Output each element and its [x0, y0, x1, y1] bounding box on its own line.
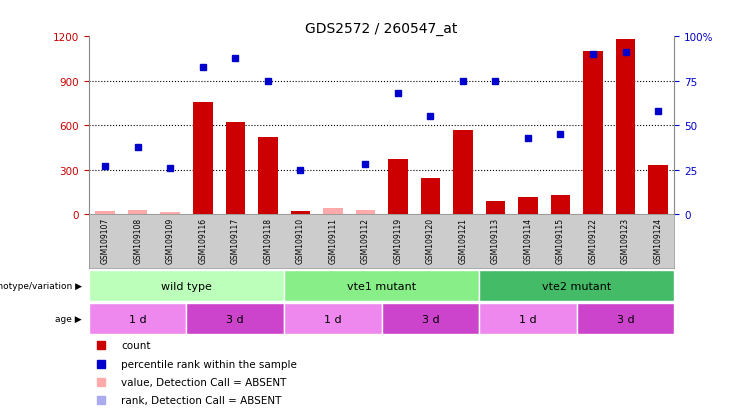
Text: GSM109122: GSM109122	[588, 217, 597, 263]
Bar	[382, 304, 479, 335]
Bar	[479, 304, 576, 335]
Bar	[583, 52, 602, 215]
Bar	[551, 195, 571, 215]
Text: GSM109121: GSM109121	[459, 217, 468, 263]
Bar	[258, 138, 278, 215]
Text: GSM109114: GSM109114	[523, 217, 533, 263]
Text: 3 d: 3 d	[617, 314, 634, 324]
Bar	[453, 131, 473, 215]
Bar	[284, 304, 382, 335]
Text: 1 d: 1 d	[519, 314, 536, 324]
Text: GSM109111: GSM109111	[328, 217, 337, 263]
Bar	[89, 271, 284, 301]
Text: GSM109112: GSM109112	[361, 217, 370, 263]
Text: 3 d: 3 d	[422, 314, 439, 324]
Bar	[225, 123, 245, 215]
Bar	[89, 304, 187, 335]
Bar	[421, 178, 440, 215]
Text: percentile rank within the sample: percentile rank within the sample	[121, 359, 297, 369]
Bar	[388, 160, 408, 215]
Bar	[323, 209, 342, 215]
Bar	[96, 212, 115, 215]
Bar	[479, 271, 674, 301]
Bar	[284, 271, 479, 301]
Text: GSM109109: GSM109109	[166, 217, 175, 263]
Text: GSM109113: GSM109113	[491, 217, 500, 263]
Text: GSM109123: GSM109123	[621, 217, 630, 263]
Bar	[356, 210, 375, 215]
Text: vte1 mutant: vte1 mutant	[347, 281, 416, 291]
Text: GSM109108: GSM109108	[133, 217, 142, 263]
Text: 1 d: 1 d	[324, 314, 342, 324]
Text: vte2 mutant: vte2 mutant	[542, 281, 611, 291]
Bar	[193, 102, 213, 215]
Bar	[161, 212, 180, 215]
Text: value, Detection Call = ABSENT: value, Detection Call = ABSENT	[121, 377, 287, 387]
Text: 3 d: 3 d	[227, 314, 244, 324]
Bar	[485, 202, 505, 215]
Text: GSM109115: GSM109115	[556, 217, 565, 263]
Bar	[290, 211, 310, 215]
Text: GSM109118: GSM109118	[263, 217, 272, 263]
Text: GSM109124: GSM109124	[654, 217, 662, 263]
Text: GSM109110: GSM109110	[296, 217, 305, 263]
Text: GSM109117: GSM109117	[230, 217, 240, 263]
Text: count: count	[121, 341, 150, 351]
Bar	[576, 304, 674, 335]
Text: GSM109120: GSM109120	[426, 217, 435, 263]
Text: 1 d: 1 d	[129, 314, 147, 324]
Text: age ▶: age ▶	[55, 315, 82, 323]
Title: GDS2572 / 260547_at: GDS2572 / 260547_at	[305, 22, 458, 36]
Text: genotype/variation ▶: genotype/variation ▶	[0, 282, 82, 290]
Text: wild type: wild type	[161, 281, 212, 291]
Bar	[518, 198, 538, 215]
Bar	[128, 210, 147, 215]
Bar	[648, 166, 668, 215]
Text: GSM109116: GSM109116	[199, 217, 207, 263]
Bar	[616, 40, 635, 215]
Bar	[187, 304, 284, 335]
Text: rank, Detection Call = ABSENT: rank, Detection Call = ABSENT	[121, 395, 282, 405]
Text: GSM109119: GSM109119	[393, 217, 402, 263]
Text: GSM109107: GSM109107	[101, 217, 110, 263]
